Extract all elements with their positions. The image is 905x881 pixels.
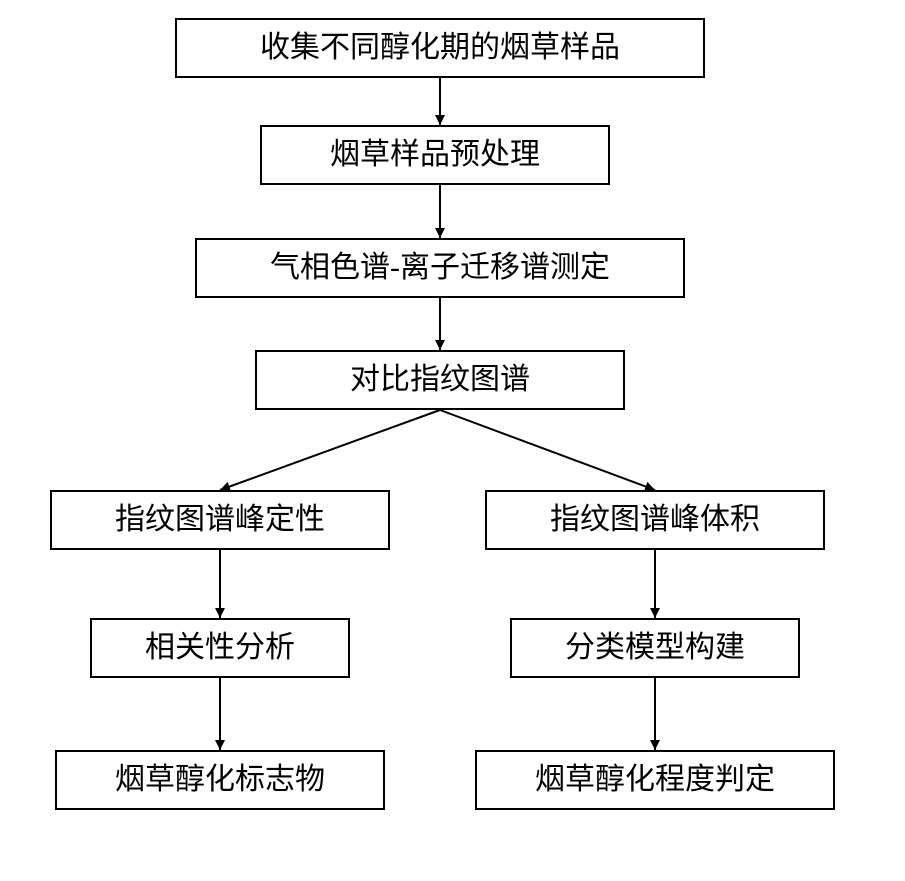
flowchart-node-label: 气相色谱-离子迁移谱测定 [270,250,610,286]
flowchart-node-label: 指纹图谱峰定性 [115,502,325,538]
flowchart-node-n9: 烟草醇化标志物 [55,750,385,810]
flowchart-node-n8: 分类模型构建 [510,618,800,678]
flowchart-edge-n4-n6 [440,410,655,490]
flowchart-node-label: 指纹图谱峰体积 [550,502,760,538]
flowchart-node-n1: 收集不同醇化期的烟草样品 [175,18,705,78]
flowchart-node-n2: 烟草样品预处理 [260,125,610,185]
flowchart-node-label: 分类模型构建 [565,630,745,666]
flowchart-node-label: 烟草样品预处理 [330,137,540,173]
flowchart-node-n5: 指纹图谱峰定性 [50,490,390,550]
flowchart-node-label: 烟草醇化程度判定 [535,762,775,798]
flowchart-node-n10: 烟草醇化程度判定 [475,750,835,810]
flowchart-node-n7: 相关性分析 [90,618,350,678]
flowchart-node-n3: 气相色谱-离子迁移谱测定 [195,238,685,298]
flowchart-node-label: 收集不同醇化期的烟草样品 [260,30,620,66]
flowchart-node-label: 对比指纹图谱 [350,362,530,398]
flowchart-edge-n4-n5 [220,410,440,490]
flowchart-node-n6: 指纹图谱峰体积 [485,490,825,550]
flowchart-node-n4: 对比指纹图谱 [255,350,625,410]
flowchart-node-label: 烟草醇化标志物 [115,762,325,798]
flowchart-node-label: 相关性分析 [145,630,295,666]
